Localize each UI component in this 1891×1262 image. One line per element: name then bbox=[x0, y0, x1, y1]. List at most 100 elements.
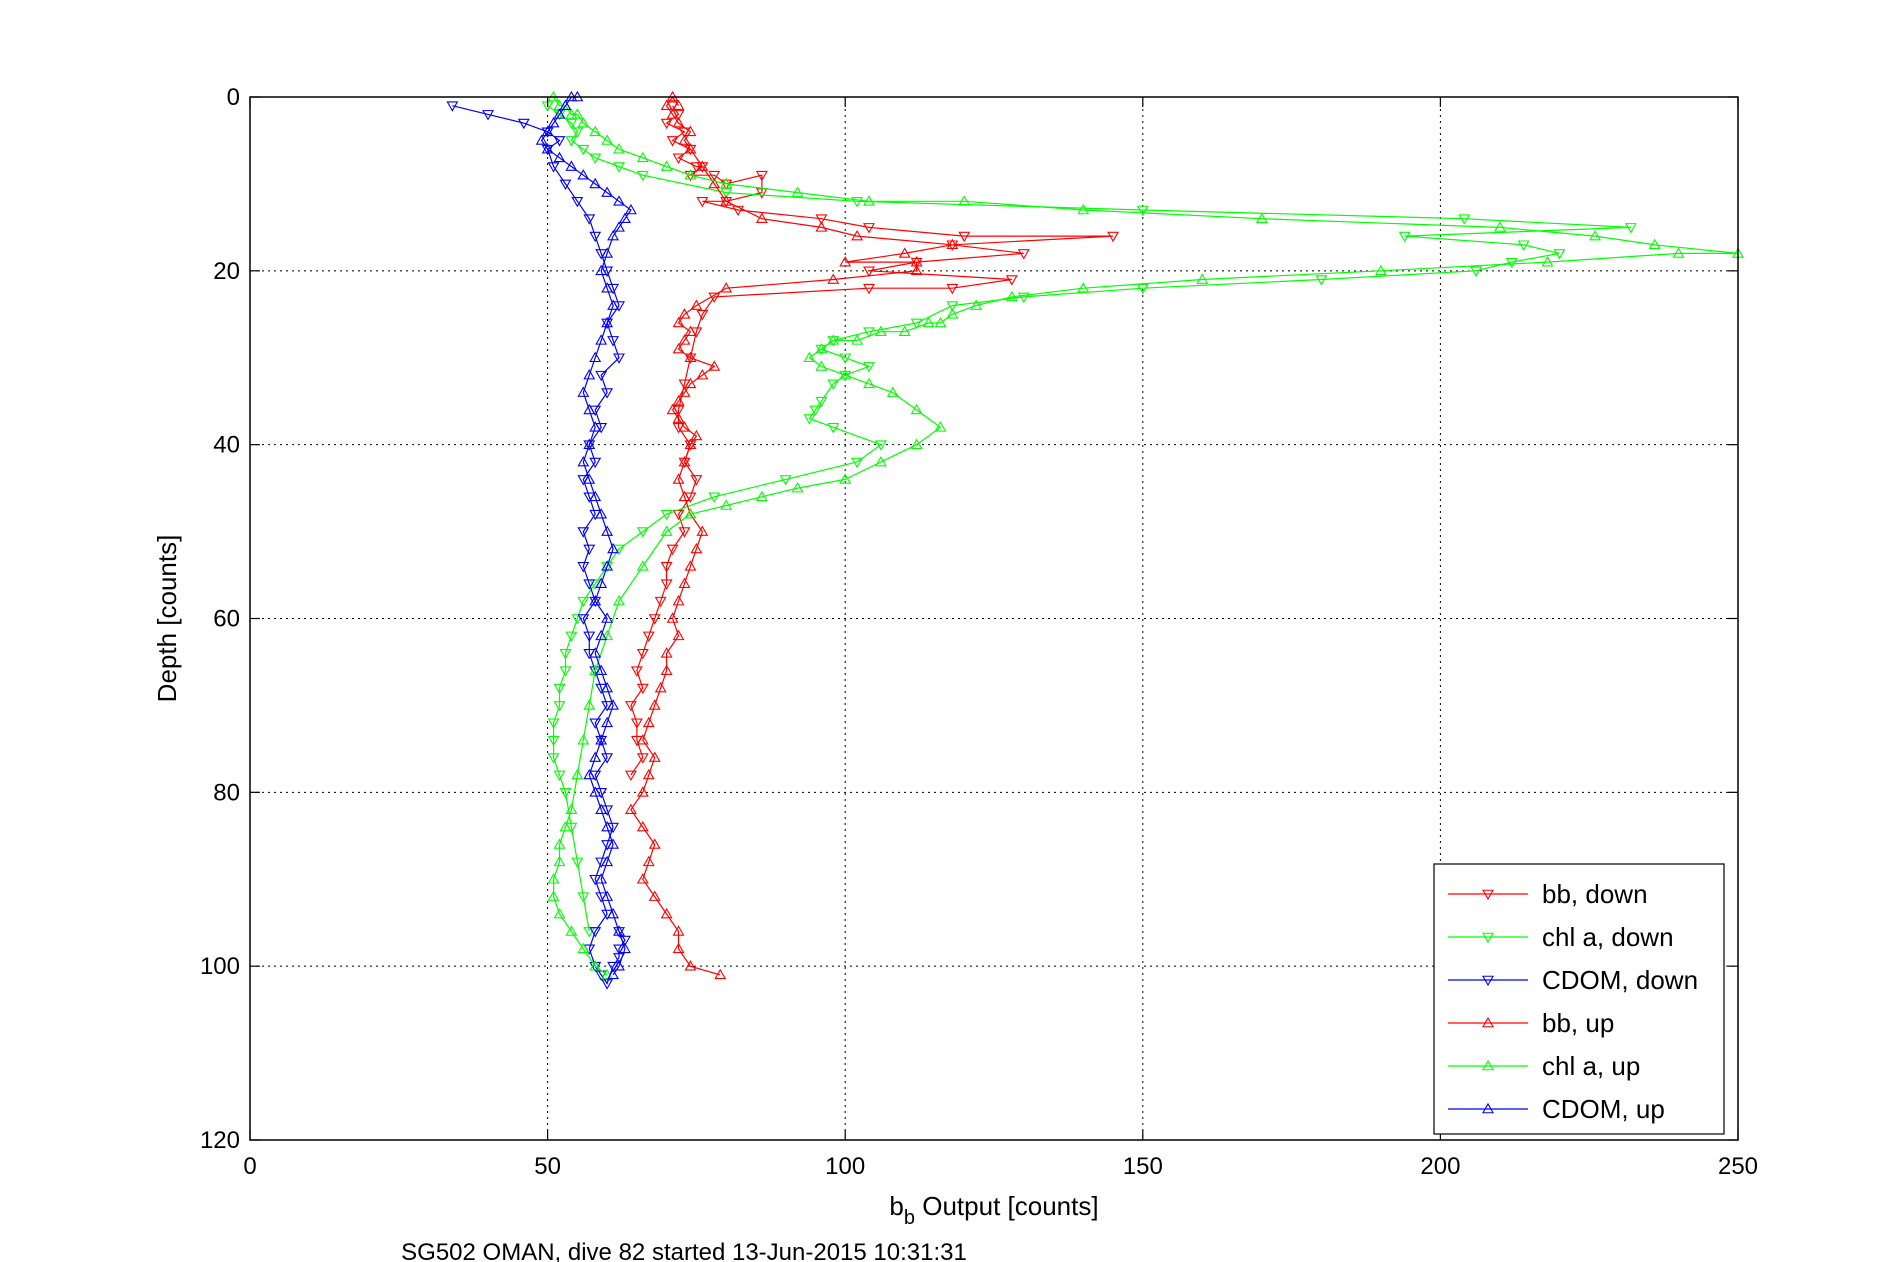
data-point bbox=[672, 629, 685, 641]
data-point bbox=[636, 151, 649, 163]
data-point bbox=[696, 525, 709, 536]
data-point bbox=[571, 768, 584, 780]
data-point bbox=[601, 525, 614, 536]
data-point bbox=[648, 838, 661, 849]
data-point bbox=[601, 388, 614, 399]
data-point bbox=[601, 820, 614, 832]
data-point bbox=[583, 473, 596, 484]
data-point bbox=[815, 221, 828, 232]
data-point bbox=[565, 118, 578, 130]
data-point bbox=[559, 179, 572, 191]
series-layer bbox=[446, 90, 1744, 990]
y-tick-label: 80 bbox=[213, 779, 240, 806]
data-point bbox=[553, 701, 566, 712]
data-point bbox=[678, 455, 691, 467]
data-point bbox=[636, 560, 649, 571]
data-point bbox=[589, 664, 602, 675]
x-axis-label-subscript: b bbox=[904, 1207, 915, 1229]
data-point bbox=[755, 170, 768, 182]
data-point bbox=[755, 490, 768, 502]
data-point bbox=[1005, 275, 1018, 286]
data-point bbox=[589, 927, 602, 938]
data-point bbox=[589, 718, 602, 729]
data-point bbox=[595, 873, 608, 884]
data-point bbox=[839, 353, 852, 364]
data-point bbox=[803, 351, 816, 363]
data-point bbox=[755, 188, 768, 199]
data-point bbox=[672, 99, 685, 110]
data-point bbox=[708, 292, 721, 304]
data-point bbox=[827, 422, 840, 434]
data-point bbox=[684, 508, 697, 519]
y-tick-label: 0 bbox=[227, 84, 240, 111]
data-point bbox=[791, 186, 804, 197]
data-point bbox=[648, 751, 661, 762]
series-cdom-up bbox=[535, 90, 637, 980]
data-point bbox=[1505, 257, 1518, 269]
data-point bbox=[583, 544, 596, 556]
data-point bbox=[648, 699, 661, 710]
data-point bbox=[636, 786, 649, 797]
data-point bbox=[577, 734, 590, 745]
data-point bbox=[851, 334, 864, 345]
data-point bbox=[720, 188, 733, 199]
data-point bbox=[1672, 247, 1685, 258]
data-point bbox=[589, 961, 602, 973]
legend-label: CDOM, up bbox=[1542, 1094, 1665, 1124]
data-point bbox=[636, 734, 649, 745]
data-point bbox=[851, 229, 864, 241]
data-point bbox=[624, 701, 637, 712]
data-point bbox=[1077, 203, 1090, 215]
data-point bbox=[571, 614, 584, 625]
data-point bbox=[559, 820, 572, 832]
data-point bbox=[696, 369, 709, 380]
x-axis-label: bb Output [counts] bbox=[889, 1191, 1098, 1229]
axis-ticks: 0 50 100 150 200 250 0 20 40 60 80 100 120 bbox=[200, 84, 1758, 1180]
data-point bbox=[851, 457, 864, 469]
data-point bbox=[863, 266, 875, 277]
data-point bbox=[839, 473, 852, 484]
legend-entry: CDOM, down bbox=[1448, 965, 1698, 995]
data-point bbox=[678, 386, 691, 397]
data-point bbox=[863, 362, 875, 373]
data-point bbox=[922, 316, 935, 328]
grid-lines bbox=[250, 97, 1738, 1140]
data-point bbox=[898, 325, 911, 336]
data-point bbox=[642, 631, 655, 642]
data-point bbox=[910, 256, 923, 267]
data-point bbox=[607, 699, 620, 710]
data-point bbox=[589, 490, 602, 502]
data-point bbox=[559, 788, 572, 799]
data-point bbox=[607, 229, 620, 241]
data-point bbox=[678, 577, 691, 589]
data-point bbox=[946, 283, 959, 295]
data-point bbox=[583, 927, 596, 938]
data-point bbox=[815, 396, 828, 408]
data-point bbox=[690, 542, 703, 554]
data-point bbox=[720, 177, 733, 189]
data-point bbox=[589, 751, 602, 762]
data-point bbox=[708, 177, 721, 189]
data-point bbox=[851, 197, 864, 208]
data-point bbox=[577, 116, 590, 128]
data-point bbox=[577, 614, 590, 625]
data-point bbox=[589, 153, 602, 164]
data-point bbox=[684, 125, 697, 137]
data-point bbox=[672, 925, 685, 936]
data-point bbox=[547, 718, 560, 729]
series-line bbox=[547, 105, 1631, 932]
data-point bbox=[535, 134, 548, 145]
data-point bbox=[601, 562, 614, 573]
legend-swatch-marker bbox=[1482, 1059, 1494, 1071]
data-point bbox=[684, 144, 697, 156]
data-point bbox=[601, 560, 614, 571]
data-point bbox=[708, 492, 721, 503]
data-point bbox=[601, 753, 614, 764]
data-point bbox=[553, 110, 566, 121]
data-point bbox=[619, 942, 631, 954]
data-point bbox=[607, 838, 620, 849]
data-point bbox=[815, 360, 828, 371]
data-point bbox=[666, 403, 679, 415]
legend-swatch-marker bbox=[1482, 932, 1494, 944]
x-axis-label-main: b bbox=[889, 1191, 903, 1221]
